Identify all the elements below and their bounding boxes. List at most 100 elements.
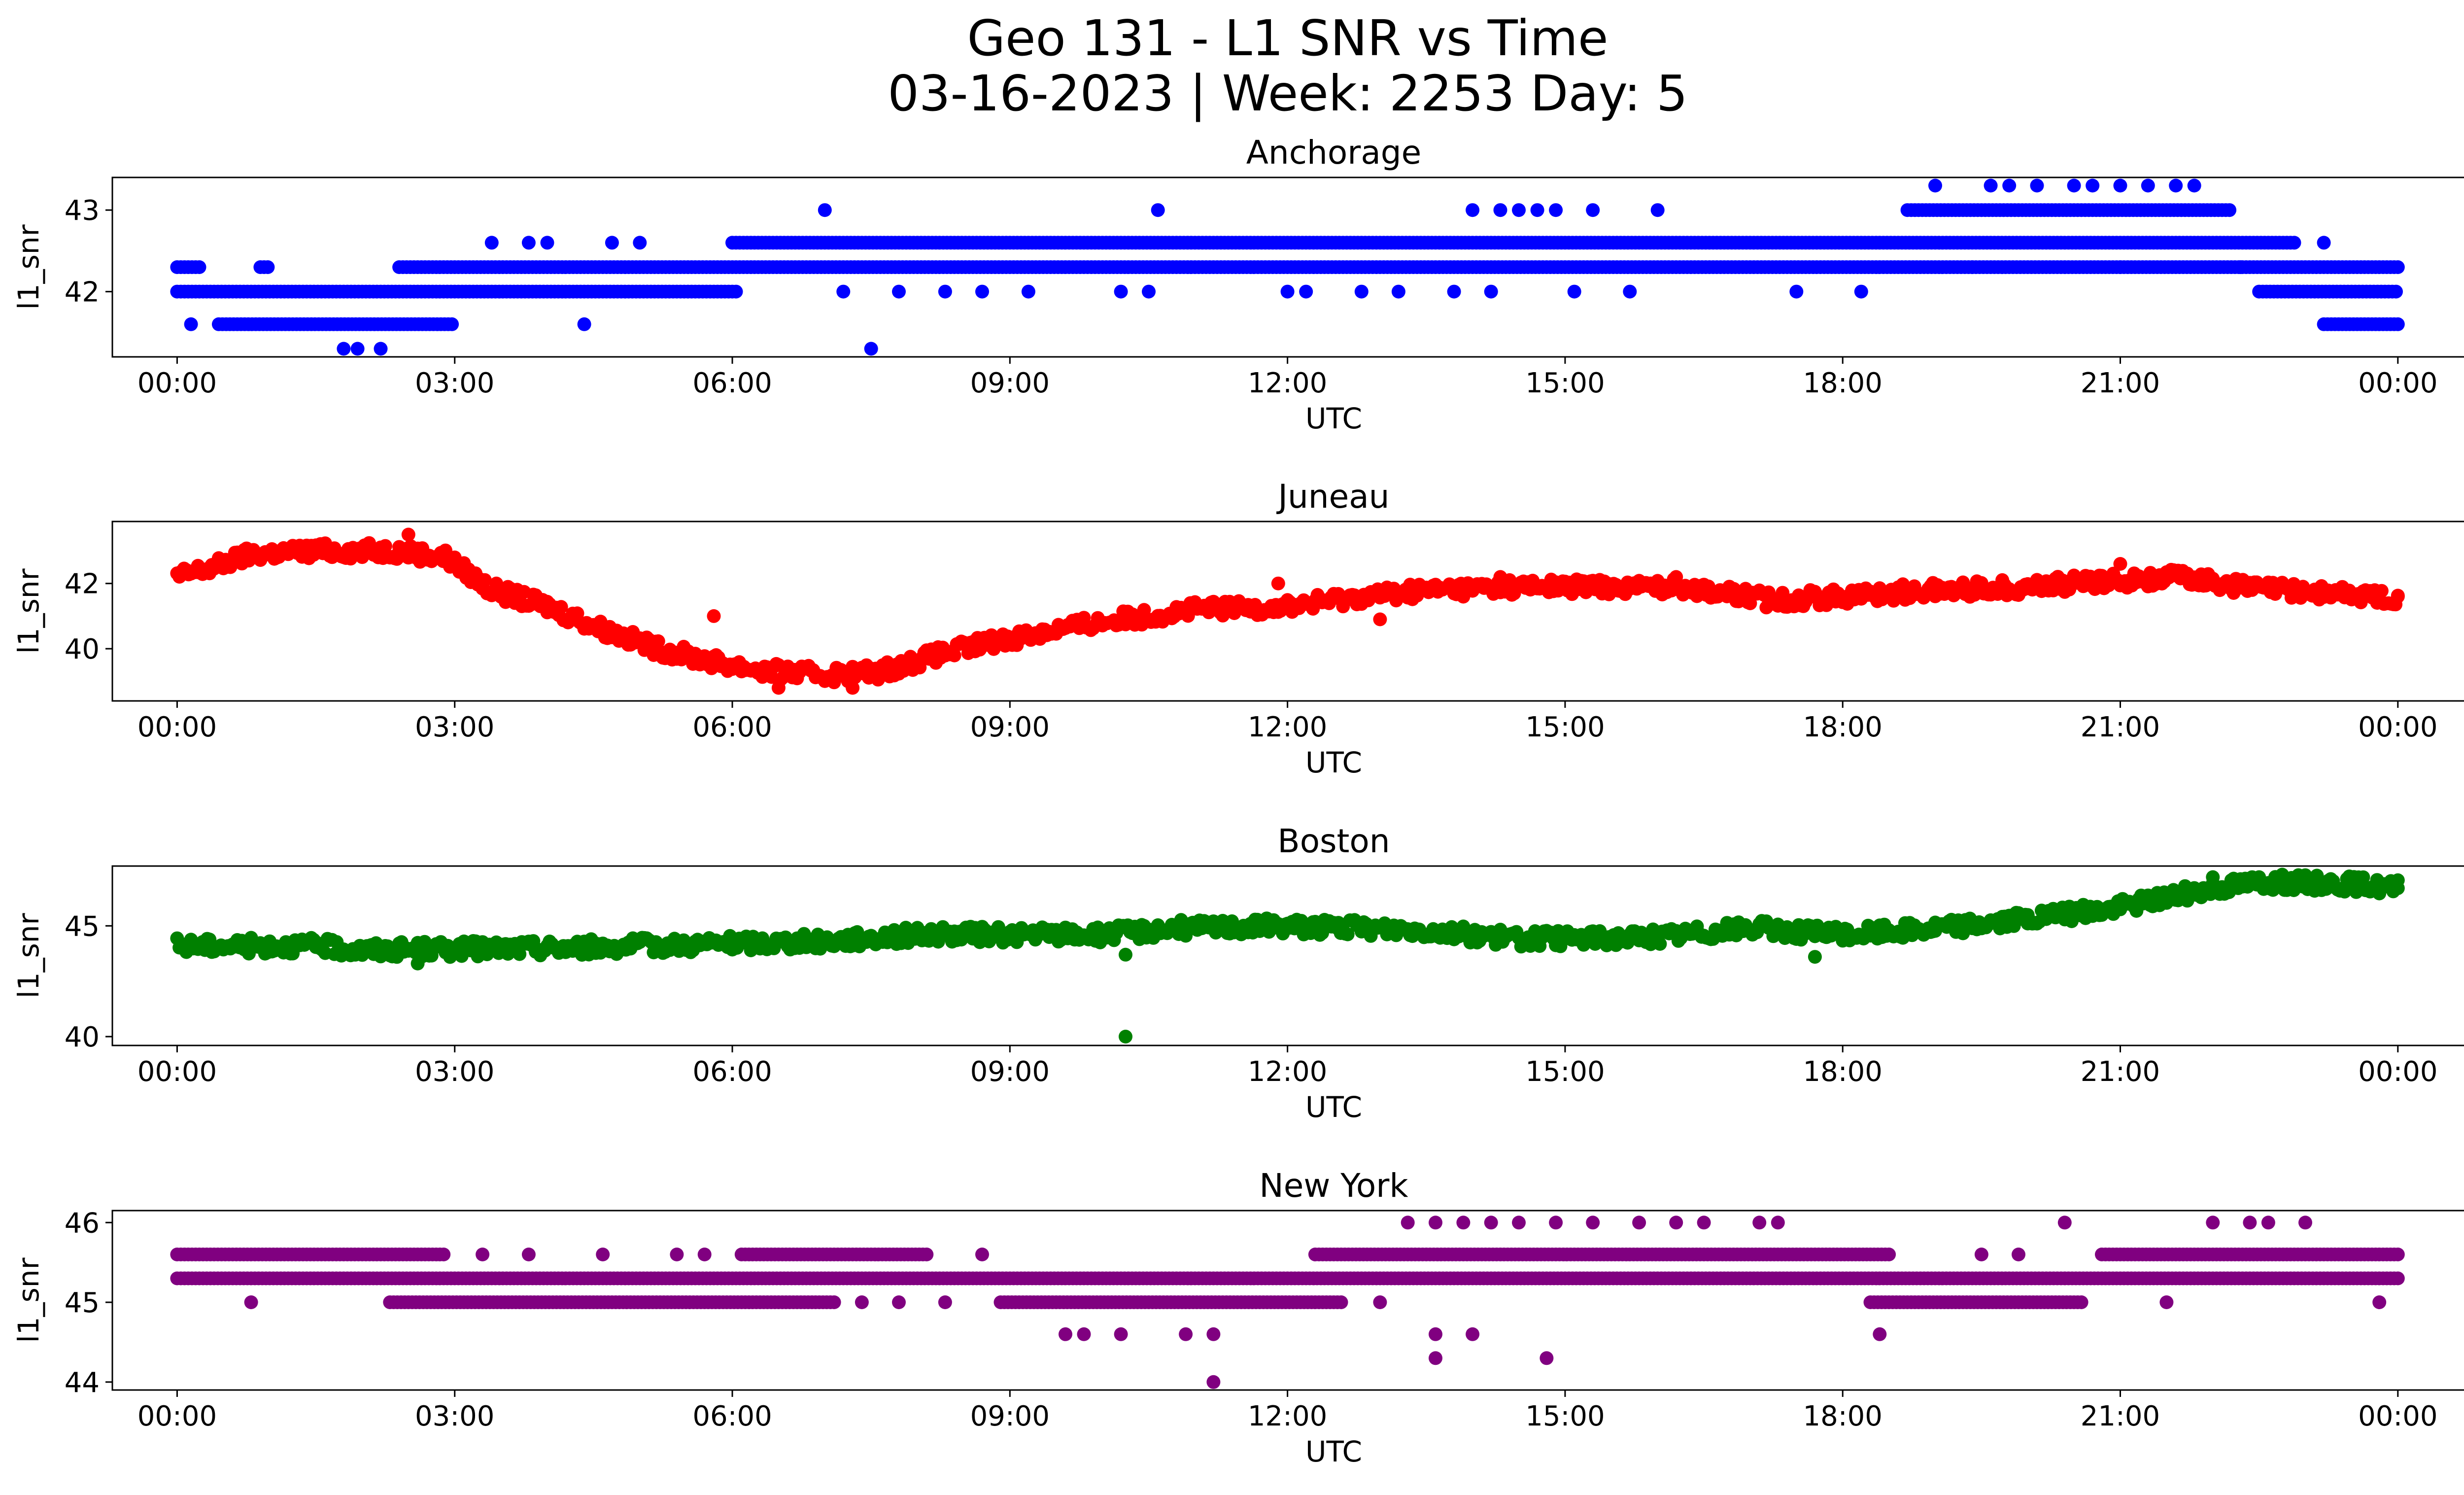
data-point	[864, 342, 878, 356]
data-point	[1974, 1248, 1988, 1261]
y-tick-label: 46	[65, 1207, 100, 1239]
data-point	[1299, 284, 1313, 299]
x-axis-label: UTC	[1305, 1435, 1362, 1468]
data-point	[818, 203, 832, 217]
data-point	[2391, 317, 2405, 331]
data-point	[2113, 260, 2127, 274]
x-tick-label: 00:00	[2358, 711, 2437, 743]
data-point	[1373, 1295, 1387, 1309]
x-tick-label: 00:00	[2358, 1400, 2437, 1432]
x-tick-label: 09:00	[970, 1056, 1050, 1088]
data-point	[1271, 576, 1285, 591]
data-point	[1021, 284, 1035, 299]
data-point	[1466, 203, 1480, 217]
data-point	[1216, 608, 1230, 623]
data-point	[605, 236, 619, 250]
data-point	[920, 1248, 934, 1261]
data-point	[1669, 1216, 1683, 1230]
x-tick-label: 00:00	[2358, 1056, 2437, 1088]
data-point	[1549, 203, 1563, 217]
data-point	[1429, 1327, 1442, 1341]
data-point	[1493, 203, 1507, 217]
data-point	[2391, 881, 2405, 895]
x-tick-label: 00:00	[2358, 367, 2437, 399]
data-point	[1114, 1327, 1128, 1341]
data-point	[2391, 590, 2405, 604]
data-point	[1493, 570, 1507, 584]
x-axis-label: UTC	[1305, 746, 1362, 779]
x-tick-label: 09:00	[970, 1400, 1050, 1432]
data-point	[1334, 1295, 1348, 1309]
data-point	[2372, 1295, 2387, 1309]
data-point	[184, 317, 198, 331]
data-point	[707, 609, 721, 623]
x-tick-label: 18:00	[1803, 1056, 1882, 1088]
data-point	[633, 236, 647, 250]
data-point	[2206, 1216, 2220, 1230]
data-point	[1586, 203, 1600, 217]
data-point	[1059, 1327, 1072, 1341]
x-tick-label: 15:00	[1525, 711, 1605, 743]
x-tick-label: 21:00	[2081, 1056, 2160, 1088]
x-tick-label: 03:00	[415, 1400, 494, 1432]
x-tick-label: 06:00	[692, 1400, 772, 1432]
data-point	[2223, 203, 2237, 217]
data-point	[540, 236, 554, 250]
data-point	[1623, 284, 1637, 299]
y-axis-label: l1_snr	[12, 913, 45, 998]
y-tick-label: 42	[65, 568, 100, 600]
data-point	[2298, 1216, 2312, 1230]
x-tick-label: 06:00	[692, 711, 772, 743]
data-point	[1789, 284, 1804, 299]
y-tick-label: 40	[65, 1021, 100, 1053]
data-point	[938, 1295, 952, 1309]
data-point	[2233, 260, 2248, 274]
data-point	[554, 600, 568, 614]
y-tick-label: 45	[65, 1287, 100, 1319]
data-point	[401, 527, 415, 542]
y-tick-label: 40	[65, 633, 100, 665]
data-point	[2057, 1216, 2072, 1230]
data-point	[1456, 1216, 1471, 1230]
data-point	[1653, 937, 1667, 951]
subplot-title: Boston	[1277, 822, 1390, 860]
data-point	[1429, 1216, 1442, 1230]
x-tick-label: 21:00	[2081, 367, 2160, 399]
x-tick-label: 15:00	[1525, 1056, 1605, 1088]
data-point	[1280, 284, 1295, 299]
data-point	[350, 342, 365, 356]
data-point	[513, 947, 527, 961]
data-point	[846, 681, 860, 695]
data-point	[2317, 236, 2331, 250]
data-point	[771, 681, 786, 695]
data-point	[1179, 1327, 1193, 1341]
axes-frame	[111, 176, 2464, 358]
x-axis-label: UTC	[1305, 402, 1362, 435]
x-tick-label: 18:00	[1803, 367, 1882, 399]
data-point	[1965, 260, 1980, 274]
data-point	[2187, 178, 2201, 193]
x-axis-label: UTC	[1305, 1090, 1362, 1124]
data-point	[1391, 284, 1405, 299]
data-point	[1586, 1216, 1600, 1230]
data-point	[2298, 870, 2312, 884]
data-point	[445, 317, 459, 331]
data-point	[1142, 284, 1156, 299]
data-point	[1512, 1216, 1526, 1230]
data-point	[938, 284, 952, 299]
data-point	[489, 576, 504, 591]
data-point	[1632, 1216, 1646, 1230]
data-point	[892, 1295, 906, 1309]
x-tick-label: 00:00	[137, 1400, 217, 1432]
x-tick-label: 21:00	[2081, 1400, 2160, 1432]
data-point	[1077, 1327, 1091, 1341]
data-point	[670, 1248, 684, 1261]
data-point	[1206, 1327, 1221, 1341]
data-point	[1119, 1030, 1132, 1043]
data-point	[1484, 1216, 1498, 1230]
data-point	[1928, 178, 1942, 193]
data-point	[261, 260, 275, 274]
data-point	[484, 236, 499, 250]
